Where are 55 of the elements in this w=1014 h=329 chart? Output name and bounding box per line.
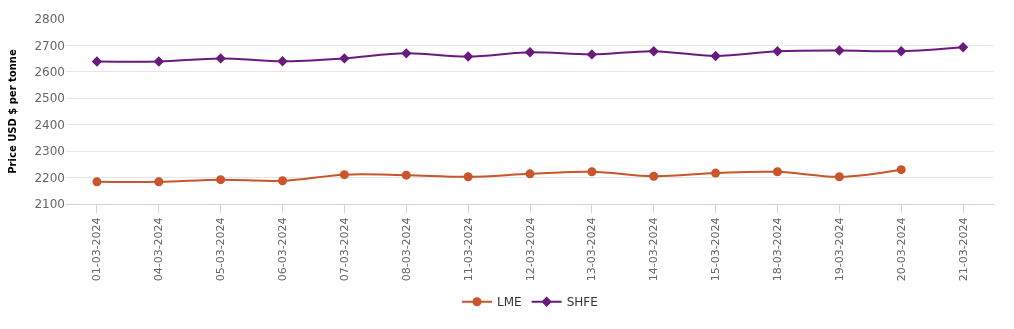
y-tick-label: 2600 — [34, 65, 65, 80]
y-tick-label: 2500 — [34, 91, 65, 106]
point — [834, 172, 844, 182]
point — [587, 167, 597, 177]
x-tick-label: 05-03-2024 — [214, 217, 228, 282]
point — [772, 167, 782, 177]
point — [586, 49, 598, 60]
point — [401, 170, 411, 180]
x-tick-label: 19-03-2024 — [832, 217, 846, 282]
point — [91, 56, 103, 67]
point — [401, 48, 412, 59]
y-tick-label: 2700 — [34, 38, 65, 53]
x-tick-label: 14-03-2024 — [647, 217, 661, 282]
point — [278, 176, 288, 186]
point — [710, 50, 721, 62]
point — [215, 53, 226, 64]
point — [339, 170, 349, 180]
point — [339, 53, 350, 64]
legend-label: LME — [497, 295, 522, 310]
point — [957, 42, 969, 53]
point — [772, 46, 783, 57]
point — [896, 46, 907, 57]
point — [525, 169, 535, 179]
point — [216, 175, 226, 185]
point — [277, 56, 288, 67]
x-tick-label: 11-03-2024 — [461, 217, 475, 282]
point — [92, 177, 102, 187]
x-tick-label: 01-03-2024 — [90, 217, 104, 282]
y-tick-label: 2400 — [34, 117, 65, 132]
x-tick-label: 15-03-2024 — [709, 217, 723, 282]
point — [648, 46, 659, 57]
legend-label: SHFE — [566, 295, 598, 310]
y-tick-label: 2300 — [34, 144, 65, 159]
y-axis-title: Price USD $ per tonne — [7, 49, 19, 174]
y-tick-label: 2800 — [34, 12, 65, 27]
point — [462, 51, 474, 62]
y-tick-label: 2100 — [34, 197, 65, 212]
x-tick-label: 06-03-2024 — [276, 217, 290, 282]
x-tick-label: 21-03-2024 — [956, 217, 970, 282]
x-tick-label: 13-03-2024 — [585, 217, 599, 282]
y-tick-label: 2200 — [34, 170, 65, 185]
point — [834, 45, 845, 56]
x-tick-label: 20-03-2024 — [894, 217, 908, 282]
point — [896, 165, 906, 175]
x-tick-label: 18-03-2024 — [771, 217, 785, 282]
x-tick-label: 08-03-2024 — [399, 217, 413, 282]
point — [649, 171, 659, 181]
point — [153, 56, 164, 67]
x-tick-label: 04-03-2024 — [152, 217, 166, 282]
x-tick-label: 07-03-2024 — [337, 217, 351, 282]
point — [711, 168, 721, 178]
x-tick-label: 12-03-2024 — [523, 217, 537, 282]
point — [524, 47, 536, 58]
point — [463, 172, 473, 182]
point — [154, 177, 164, 187]
